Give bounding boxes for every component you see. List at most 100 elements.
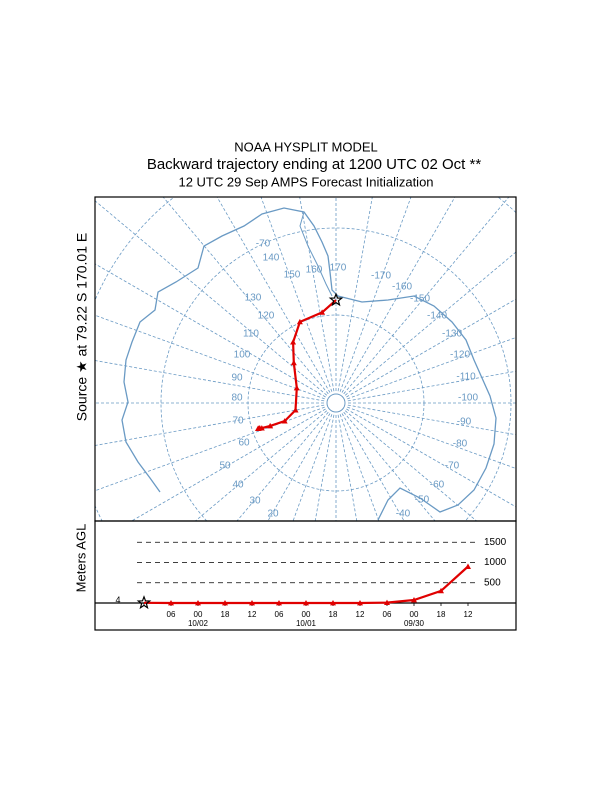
meridian-label: 130 [245,293,262,304]
meridian [267,413,331,521]
trajectory-marker [290,359,297,366]
meridian-label: -70 [256,239,271,250]
trajectory-marker [319,309,326,315]
trajectory-marker [267,422,274,429]
map [95,197,516,521]
meridian-label: -130 [442,329,462,340]
height-marker [276,600,282,606]
meridian [347,404,516,436]
date-label: 10/01 [296,619,317,628]
meridian-label: 100 [234,350,251,361]
x-tick-label: 00 [410,610,419,619]
meridian-label: 30 [249,496,261,507]
source-label: Source ★ at 79.22 S 170.01 E [74,233,90,421]
meridian-label: 160 [306,265,323,276]
meridian-label: -90 [457,417,472,428]
height-marker [330,600,336,606]
meridian-label: 170 [330,263,347,274]
height-marker [249,600,255,606]
meridian [341,413,405,521]
height-marker [438,587,444,594]
x-tick-label: 12 [248,610,257,619]
height-line [143,565,469,605]
y-tick-label: 500 [484,577,501,588]
height-marker [384,599,390,605]
meridian-label: -120 [450,350,470,361]
meridian-label: -40 [396,509,411,520]
source-marker [328,292,344,307]
meridian-label: 70 [232,416,244,427]
meridian [343,411,436,521]
meridian-label: 80 [231,393,243,404]
x-tick-label: 06 [383,610,392,619]
meridian-label: 90 [231,373,243,384]
x-tick-label: 18 [221,610,230,619]
x-tick-label: 12 [356,610,365,619]
meridian-label: 40 [232,480,244,491]
date-label: 09/30 [404,619,425,628]
trajectory-marker [293,384,300,391]
meridian [236,411,329,521]
meridian [347,406,516,469]
coastline [121,207,497,521]
height-frame [94,520,517,631]
height-marker [195,600,201,606]
meridian [95,314,325,400]
ice-shelf [299,211,333,297]
meridian [95,404,325,446]
meridian-label: 110 [243,329,259,340]
meridian-label: 20 [267,509,279,520]
meridian-label: -70 [445,461,460,472]
height-marker [465,563,471,569]
meridian-label: -150 [410,294,430,305]
height-marker [222,600,228,606]
trajectory-marker [296,318,303,325]
meridian [347,370,516,402]
subtitle: Backward trajectory ending at 1200 UTC 0… [147,156,481,173]
info: 12 UTC 29 Sep AMPS Forecast Initializati… [178,174,433,189]
x-tick-label: 18 [437,610,446,619]
meridian [260,197,333,392]
meridian-label: -140 [427,311,447,322]
meridian [299,197,335,392]
date-label: 10/02 [188,619,209,628]
trajectory-marker [292,407,299,413]
y-tick-label: 1000 [484,557,507,568]
y-tick-label: 1500 [484,537,507,548]
map-grid [95,197,516,521]
meridian [347,337,516,400]
y-axis-label: Meters AGL [73,524,88,593]
x-tick-label: 00 [302,610,311,619]
meridian [346,408,516,508]
value-label: 4 [115,595,120,605]
meridian [337,197,373,392]
title: NOAA HYSPLIT MODEL [234,139,378,154]
trajectory-marker [290,339,297,345]
x-tick-label: 06 [275,610,284,619]
meridian-label: -160 [392,282,412,293]
x-tick-label: 00 [194,610,203,619]
meridian-label: -110 [456,372,476,383]
meridian-label: -80 [453,439,468,450]
height-marker [411,596,417,603]
meridian-label: -100 [458,393,478,404]
meridian-label: 120 [258,311,275,322]
meridian-label: 60 [238,438,250,449]
meridian-label: 50 [219,461,231,472]
meridian [341,197,456,393]
x-tick-label: 06 [167,610,176,619]
trajectory-marker [254,425,261,432]
meridian-label: 150 [284,270,301,281]
trajectory-marker [281,418,288,424]
meridian [344,410,478,521]
height-marker [168,600,174,606]
height-marker [303,600,309,606]
meridian-label: -170 [371,271,391,282]
meridian-label: -50 [415,495,430,506]
height-marker [357,600,363,606]
source-marker [136,595,152,610]
meridian-label: -60 [430,480,445,491]
pole [326,393,346,413]
meridian-label: 140 [263,253,280,264]
